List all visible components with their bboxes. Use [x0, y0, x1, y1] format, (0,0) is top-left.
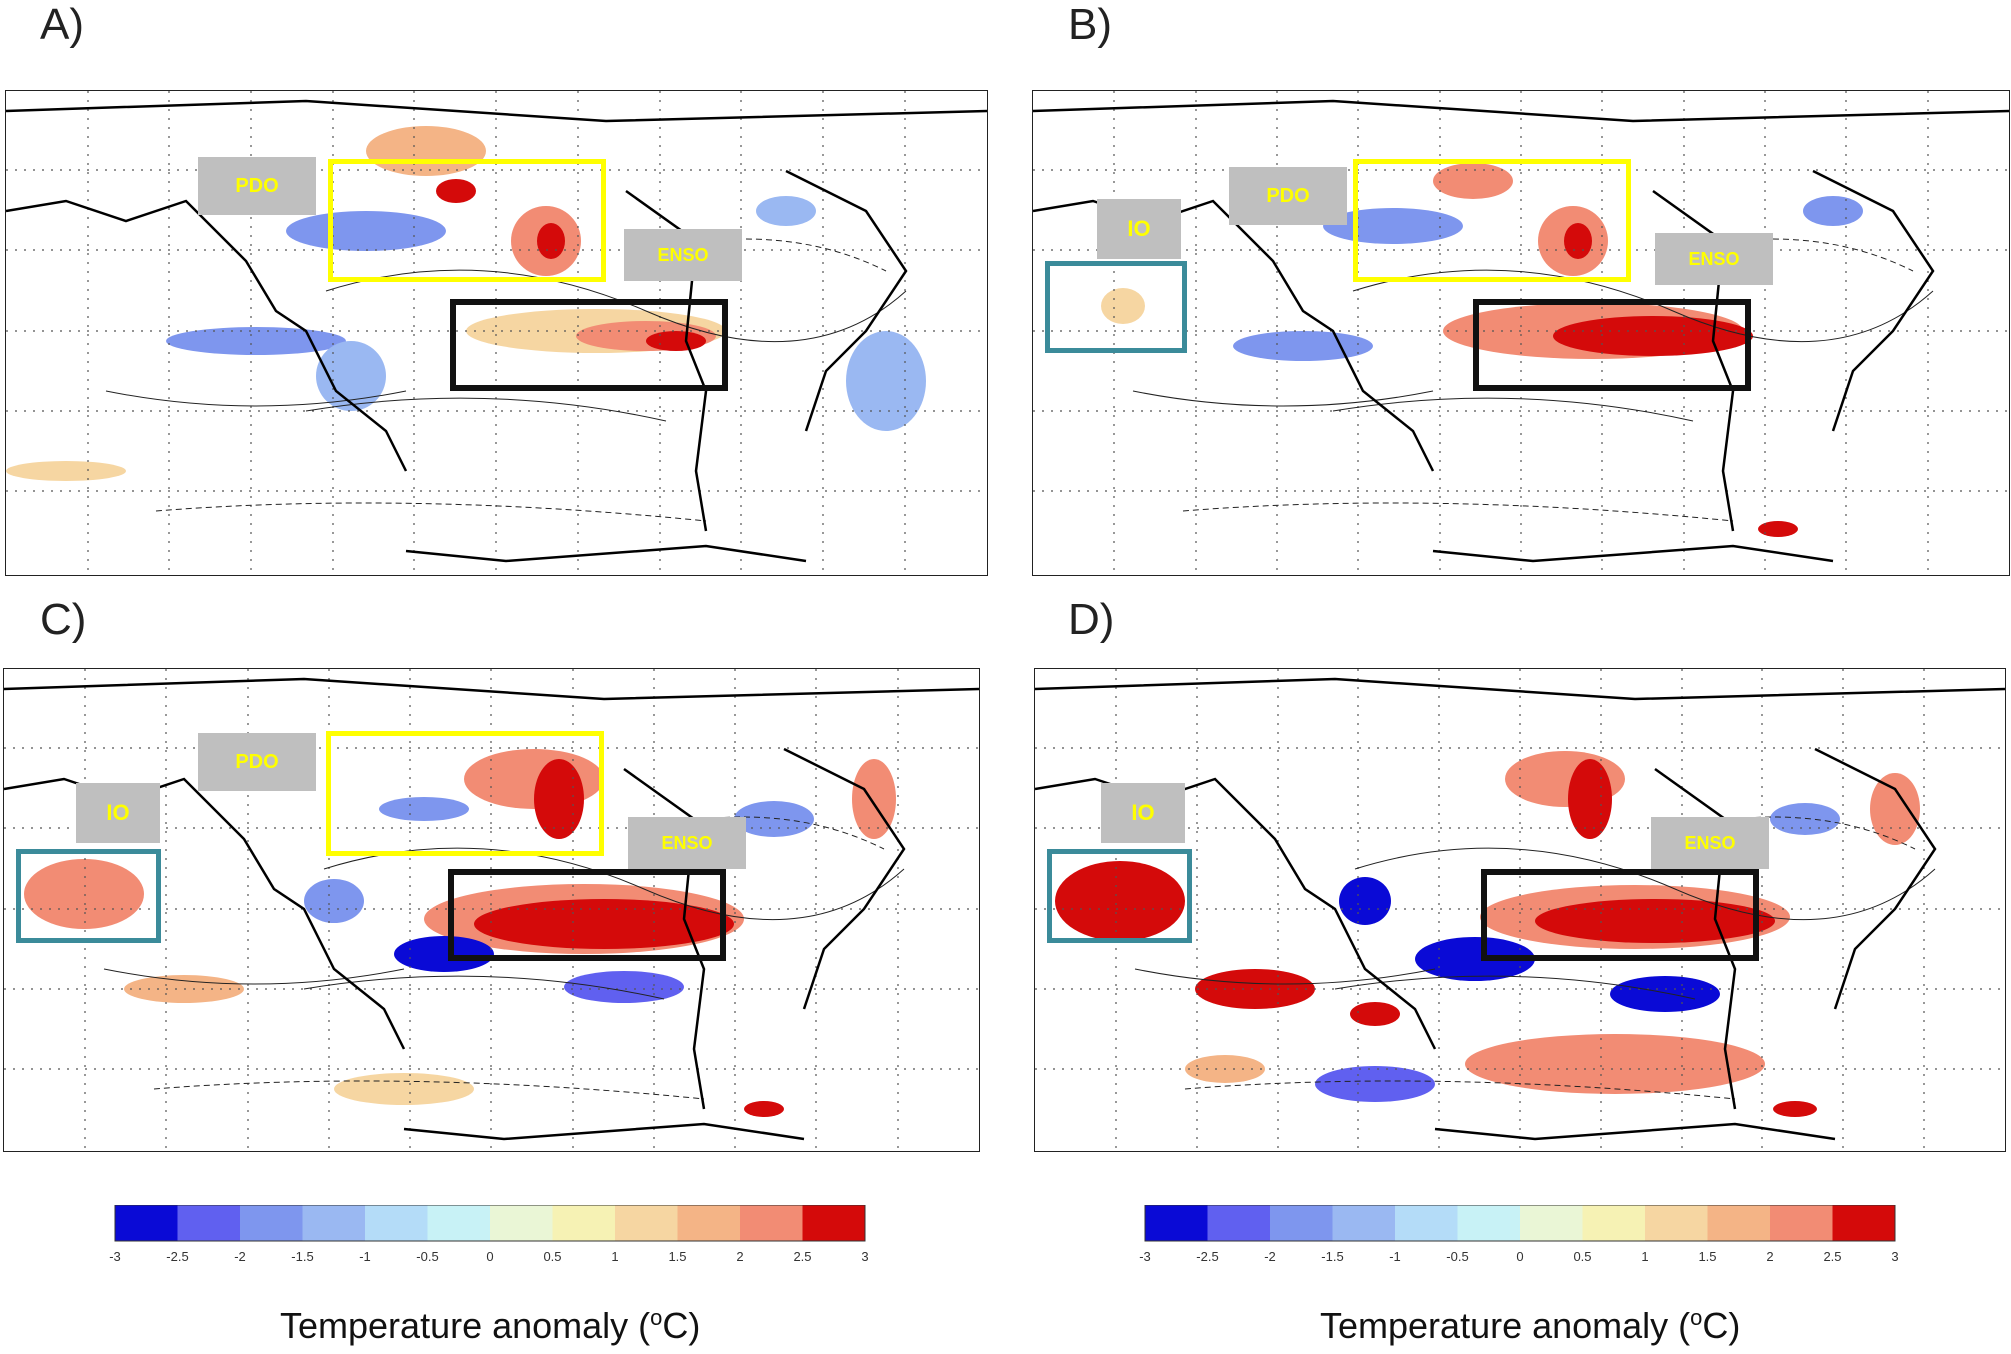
colorbar-swatch [1582, 1205, 1646, 1241]
colorbar-tick-label: -2 [234, 1249, 246, 1264]
colorbar-swatch [1832, 1205, 1896, 1241]
map-a-graphic [6, 91, 987, 575]
colorbar-swatch [1770, 1205, 1833, 1241]
colorbar-tick-label: 0.5 [1573, 1249, 1591, 1264]
colorbar-tick-label: 1 [1641, 1249, 1648, 1264]
enso-region-box [450, 299, 728, 391]
panel-a-label: A) [40, 0, 84, 49]
colorbar-swatch [365, 1205, 428, 1241]
colorbar-swatch [677, 1205, 741, 1241]
colorbar-tick-label: -0.5 [416, 1249, 438, 1264]
colorbar-left-graphic: -3 -2.5 -2 -1.5 -1 -0.5 0 0.5 1 1.5 2 2.5 3 [109, 1204, 869, 1264]
panel-d-label: D) [1068, 595, 1115, 644]
map-panel-a: PDO ENSO [5, 90, 988, 576]
colorbar-swatch [177, 1205, 241, 1241]
colorbar-left: -3 -2.5 -2 -1.5 -1 -0.5 0 0.5 1 1.5 2 2.5 3 [105, 1204, 875, 1265]
enso-tag: ENSO [624, 229, 742, 281]
panel-b-label: B) [1068, 0, 1112, 49]
colorbar-tick-label: 2.5 [1823, 1249, 1841, 1264]
colorbar-swatch [802, 1205, 866, 1241]
colorbar-swatch [615, 1205, 678, 1241]
colorbar-left-title: Temperature anomaly (oC) [280, 1305, 701, 1346]
colorbar-border [114, 1204, 866, 1242]
map-panel-c: PDO ENSO IO [3, 668, 980, 1152]
colorbar-swatch [1645, 1205, 1708, 1241]
colorbar-tick-label: 0 [1516, 1249, 1523, 1264]
colorbar-swatch [1332, 1205, 1396, 1241]
colorbar-tick-label: -1.5 [291, 1249, 313, 1264]
map-panel-b: PDO ENSO IO [1032, 90, 2010, 576]
io-region-box [16, 849, 161, 943]
colorbar-swatch [490, 1205, 553, 1241]
colorbar-swatch [1520, 1205, 1583, 1241]
pdo-tag: PDO [198, 157, 316, 215]
pdo-tag: PDO [198, 733, 316, 791]
pdo-region-box [326, 731, 604, 856]
colorbar-tick-label: 1 [611, 1249, 618, 1264]
colorbar-tick-label: 2 [1766, 1249, 1773, 1264]
colorbar-tick-label: -1 [1389, 1249, 1401, 1264]
colorbar-swatch [1457, 1205, 1521, 1241]
enso-region-box [1481, 869, 1759, 961]
colorbar-tick-label: 2 [736, 1249, 743, 1264]
colorbar-right-graphic: -3 -2.5 -2 -1.5 -1 -0.5 0 0.5 1 1.5 2 2.5 3 [1139, 1204, 1899, 1264]
colorbar-swatch [552, 1205, 616, 1241]
enso-tag: ENSO [1655, 233, 1773, 285]
io-tag: IO [1101, 783, 1185, 843]
colorbar-swatch [302, 1205, 366, 1241]
colorbar-tick-label: -0.5 [1446, 1249, 1468, 1264]
io-tag: IO [1097, 199, 1181, 259]
map-d-graphic [1035, 669, 2005, 1151]
colorbar-tick-label: 1.5 [1698, 1249, 1716, 1264]
colorbar-tick-label: -3 [109, 1249, 121, 1264]
colorbar-tick-label: 1.5 [668, 1249, 686, 1264]
colorbar-tick-label: -1 [359, 1249, 371, 1264]
colorbar-swatch [1270, 1205, 1333, 1241]
colorbar-swatch [427, 1205, 491, 1241]
pdo-region-box [1353, 159, 1631, 282]
map-b-graphic [1033, 91, 2009, 575]
io-region-box [1047, 849, 1192, 943]
colorbar-tick-label: 0 [486, 1249, 493, 1264]
pdo-tag: PDO [1229, 167, 1347, 225]
colorbar-swatch [740, 1205, 803, 1241]
enso-tag: ENSO [628, 817, 746, 869]
colorbar-tick-label: -2.5 [166, 1249, 188, 1264]
colorbar-tick-label: 3 [861, 1249, 868, 1264]
colorbar-tick-label: -2.5 [1196, 1249, 1218, 1264]
pdo-region-box [328, 159, 606, 282]
map-panel-d: ENSO IO [1034, 668, 2006, 1152]
colorbar-border [1144, 1204, 1896, 1242]
colorbar-swatch [1145, 1205, 1208, 1241]
panel-c-label: C) [40, 595, 87, 644]
colorbar-swatch [1207, 1205, 1271, 1241]
io-region-box [1045, 261, 1187, 353]
colorbar-right: -3 -2.5 -2 -1.5 -1 -0.5 0 0.5 1 1.5 2 2.5 3 [1135, 1204, 1905, 1265]
colorbar-tick-label: -3 [1139, 1249, 1151, 1264]
colorbar-tick-label: -2 [1264, 1249, 1276, 1264]
colorbar-tick-label: -1.5 [1321, 1249, 1343, 1264]
colorbar-swatch [1395, 1205, 1458, 1241]
colorbar-swatch [115, 1205, 178, 1241]
colorbar-right-title: Temperature anomaly (oC) [1320, 1305, 1741, 1346]
enso-region-box [1473, 299, 1751, 391]
enso-tag: ENSO [1651, 817, 1769, 869]
colorbar-swatch [240, 1205, 303, 1241]
colorbar-tick-label: 2.5 [793, 1249, 811, 1264]
colorbar-tick-label: 0.5 [543, 1249, 561, 1264]
colorbar-swatch [1707, 1205, 1771, 1241]
io-tag: IO [76, 783, 160, 843]
enso-region-box [448, 869, 726, 961]
map-c-graphic [4, 669, 979, 1151]
colorbar-tick-label: 3 [1891, 1249, 1898, 1264]
